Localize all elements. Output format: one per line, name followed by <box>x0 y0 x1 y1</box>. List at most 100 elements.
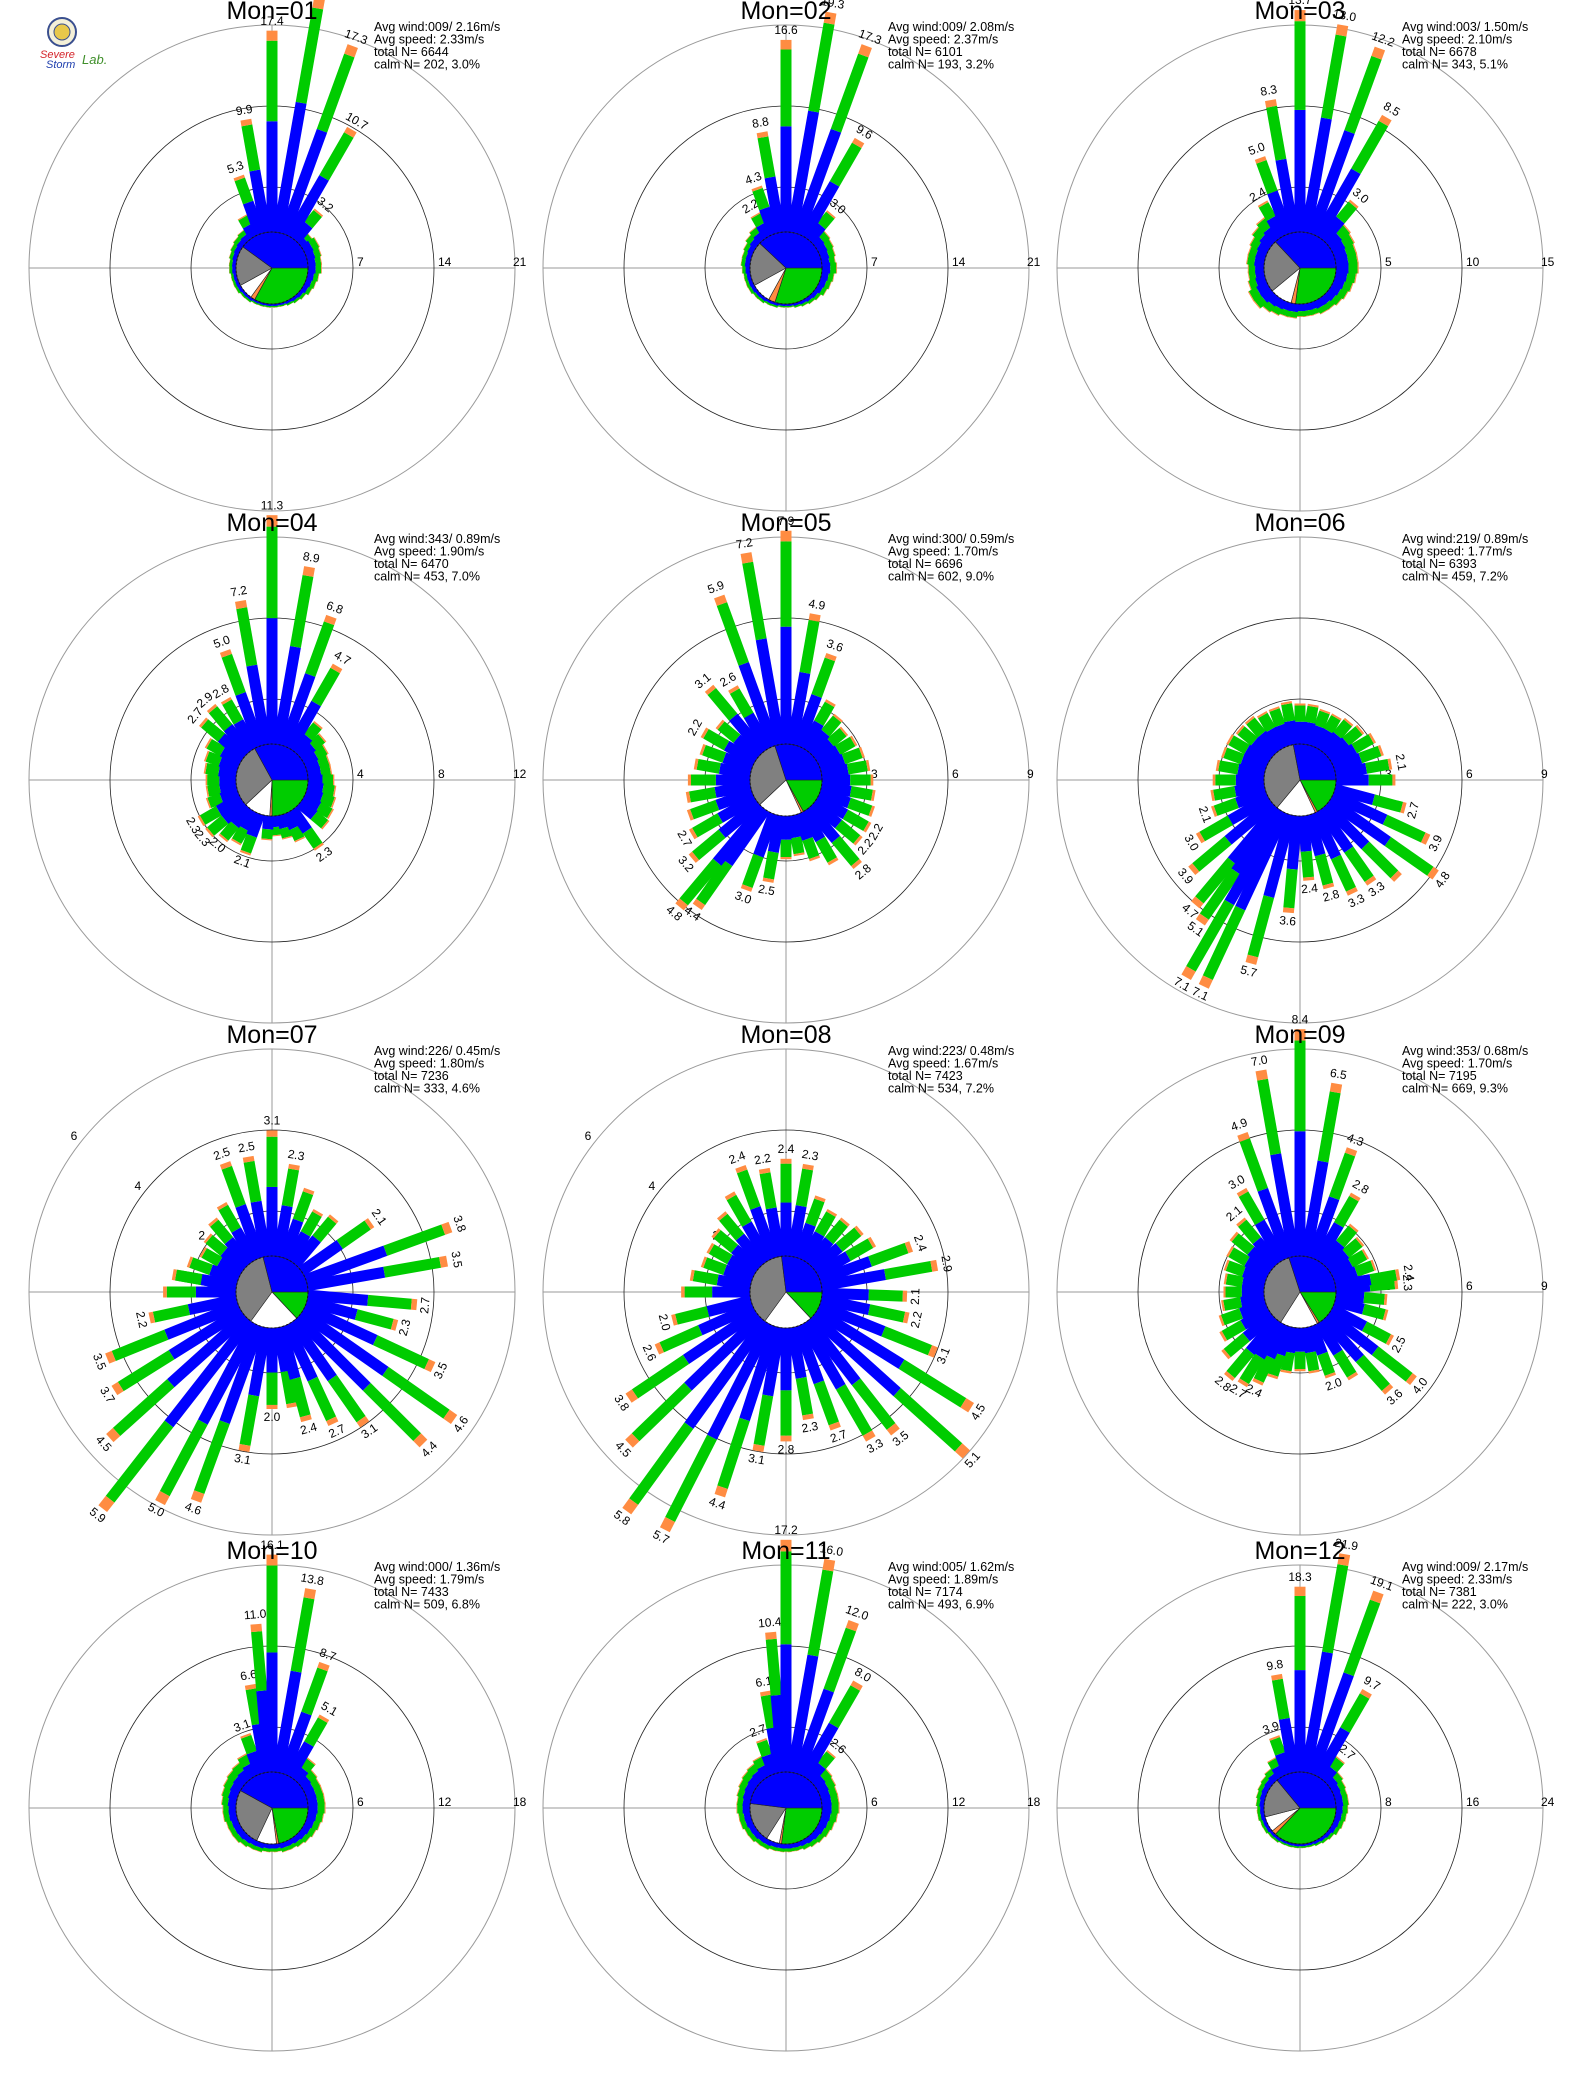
bar-segment <box>219 746 244 767</box>
bar-segment <box>300 749 319 767</box>
bar-segment <box>1224 798 1276 845</box>
direction-bar <box>714 1324 781 1498</box>
bar-segment <box>240 118 253 127</box>
bar-segment <box>441 1221 453 1235</box>
bar-segment <box>290 733 313 756</box>
bar-segment <box>740 552 754 564</box>
bar-segment <box>266 305 278 308</box>
bar-segment <box>303 722 322 741</box>
bar-segment <box>730 1244 762 1274</box>
bar-segment <box>753 811 779 858</box>
bar-segment <box>1392 774 1396 786</box>
bar-segment <box>266 1186 278 1256</box>
range-tick-label: 18 <box>1027 1795 1041 1809</box>
stat-calm-n: calm N= 509, 6.8% <box>374 1598 480 1612</box>
bar-segment <box>713 1230 739 1254</box>
bar-segment <box>738 1819 744 1830</box>
bar-segment <box>164 1316 255 1428</box>
bar-value-label: 9.8 <box>1265 1657 1284 1674</box>
bar-segment <box>684 1317 770 1429</box>
direction-bar <box>1334 1794 1350 1808</box>
bar-segment <box>439 1255 449 1268</box>
direction-bar <box>1313 114 1392 240</box>
bar-value-label: 3.1 <box>934 1345 953 1366</box>
bar-segment <box>243 1160 262 1203</box>
stat-avg-wind: Avg wind:343/ 0.89m/s <box>374 532 500 546</box>
bar-segment <box>736 1793 739 1805</box>
bar-value-label: 3.6 <box>825 636 846 655</box>
bar-segment <box>1343 717 1354 727</box>
bar-segment <box>321 783 335 797</box>
bar-segment <box>312 1208 324 1217</box>
windrose-title: Mon=08 <box>740 1021 831 1049</box>
direction-bar <box>817 1241 914 1285</box>
bar-segment <box>168 1306 245 1360</box>
bar-segment <box>413 1433 428 1448</box>
bar-segment <box>1344 846 1374 882</box>
bar-segment <box>189 1257 213 1275</box>
calm-pie-outline <box>1263 743 1337 817</box>
bar-segment <box>308 734 326 751</box>
bar-value-label: 12.2 <box>1370 29 1397 50</box>
bar-segment <box>304 1717 328 1747</box>
bar-segment <box>738 661 779 749</box>
direction-bar <box>1310 810 1358 896</box>
bar-segment <box>266 1848 278 1852</box>
bar-segment <box>696 758 721 774</box>
direction-bar <box>1307 46 1386 237</box>
bar-segment <box>281 1168 300 1208</box>
bar-value-label: 16.0 <box>819 1541 845 1559</box>
bar-segment <box>221 1165 246 1208</box>
bar-segment <box>1245 1316 1282 1355</box>
bar-segment <box>830 1793 839 1806</box>
bar-segment <box>321 1811 325 1823</box>
bar-segment <box>706 1295 753 1317</box>
range-tick-label: 14 <box>952 255 966 269</box>
bar-segment <box>321 819 330 830</box>
bar-segment <box>1327 302 1337 311</box>
bar-value-label: 2.0 <box>656 1312 674 1332</box>
bar-segment <box>1223 1259 1230 1271</box>
bar-segment <box>746 1762 756 1771</box>
calm-pie-outline <box>749 743 823 817</box>
bar-segment <box>865 759 871 772</box>
bar-segment <box>354 1309 394 1330</box>
bar-value-label: 2.8 <box>1321 887 1341 905</box>
bar-segment <box>780 1539 792 1552</box>
windrose-title: Mon=05 <box>740 509 831 537</box>
direction-bar <box>208 1217 254 1268</box>
range-ring <box>1056 536 1544 1024</box>
calm-pie-outline <box>235 1771 309 1845</box>
bar-segment <box>814 793 849 820</box>
bar-segment <box>315 262 322 274</box>
bar-segment <box>302 1187 315 1195</box>
bar-segment <box>312 0 326 10</box>
bar-segment <box>293 1313 371 1391</box>
bar-segment <box>304 209 322 229</box>
bar-segment <box>712 804 768 866</box>
direction-bar <box>1307 1147 1358 1261</box>
range-tick-label: 8 <box>1385 1795 1392 1809</box>
bar-segment <box>665 1434 717 1522</box>
bar-segment <box>290 1235 321 1268</box>
bar-segment <box>207 774 220 786</box>
bar-segment <box>1333 784 1375 806</box>
bar-value-label: 2.4 <box>299 1420 319 1438</box>
direction-bar <box>279 1187 315 1261</box>
bar-segment <box>736 1802 738 1814</box>
bar-segment <box>322 774 334 786</box>
windrose-2: 7 14 212.2 3.04.38.8 9.616.6 17.319.3Mon=02Av… <box>542 0 1041 512</box>
bar-segment <box>199 806 222 825</box>
bar-segment <box>762 1326 786 1397</box>
bar-segment <box>186 1256 194 1268</box>
bar-segment <box>758 1167 771 1175</box>
bar-segment <box>1270 1153 1300 1258</box>
direction-bar <box>810 1225 864 1274</box>
bar-value-label: 2.3 <box>287 1147 306 1164</box>
bar-segment <box>1277 312 1289 318</box>
bar-segment <box>1318 1765 1338 1784</box>
bar-segment <box>814 1195 826 1203</box>
bar-segment <box>671 1313 678 1326</box>
bar-segment <box>205 774 208 786</box>
bar-segment <box>827 727 847 747</box>
